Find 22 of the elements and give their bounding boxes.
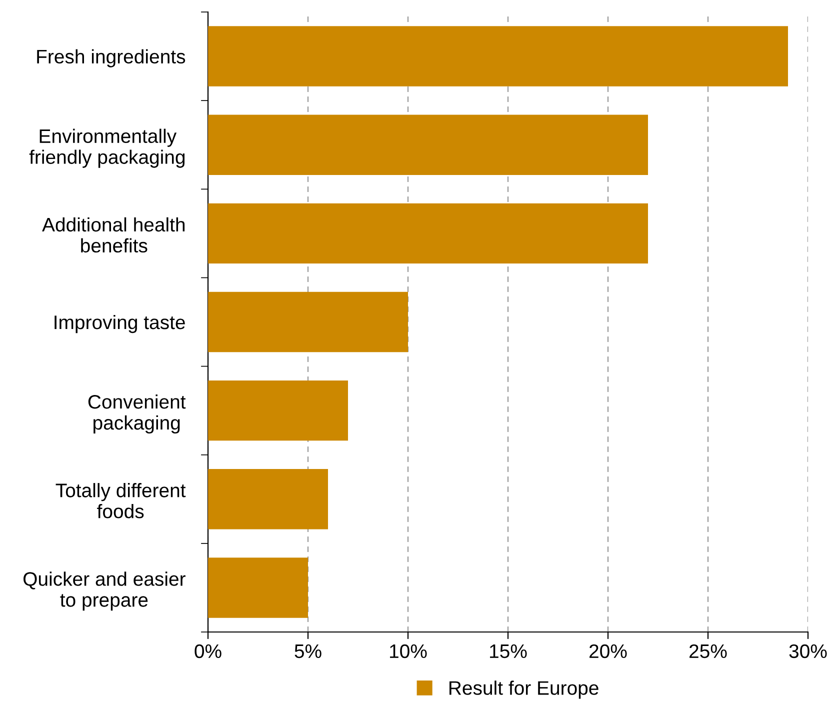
bar	[208, 203, 648, 264]
y-tick-label: Convenient packaging	[88, 394, 186, 434]
legend-label: Result for Europe	[450, 680, 598, 699]
bar	[208, 292, 408, 352]
y-tick-label: Additional health benefits	[42, 217, 185, 253]
x-tick-label: 0%	[194, 644, 222, 658]
y-tick-label: Environmentally friendly packaging	[29, 128, 185, 168]
y-tick-label: Quicker and easier to prepare	[24, 572, 186, 611]
x-tick-label: 5%	[294, 644, 322, 658]
bar	[208, 558, 308, 618]
x-tick-label: 20%	[590, 644, 627, 658]
bar	[208, 380, 348, 441]
bar	[208, 114, 648, 175]
y-tick-label: Fresh ingredients	[37, 49, 186, 68]
x-tick-label: 25%	[690, 644, 727, 658]
x-tick-label: 15%	[490, 644, 527, 658]
bar	[208, 469, 328, 530]
x-tick-label: 10%	[390, 644, 427, 658]
x-tick-label: 30%	[789, 644, 827, 658]
bar	[208, 26, 788, 86]
y-tick-label: Totally different foods	[56, 483, 186, 518]
y-tick-label: Improving taste	[54, 314, 185, 334]
